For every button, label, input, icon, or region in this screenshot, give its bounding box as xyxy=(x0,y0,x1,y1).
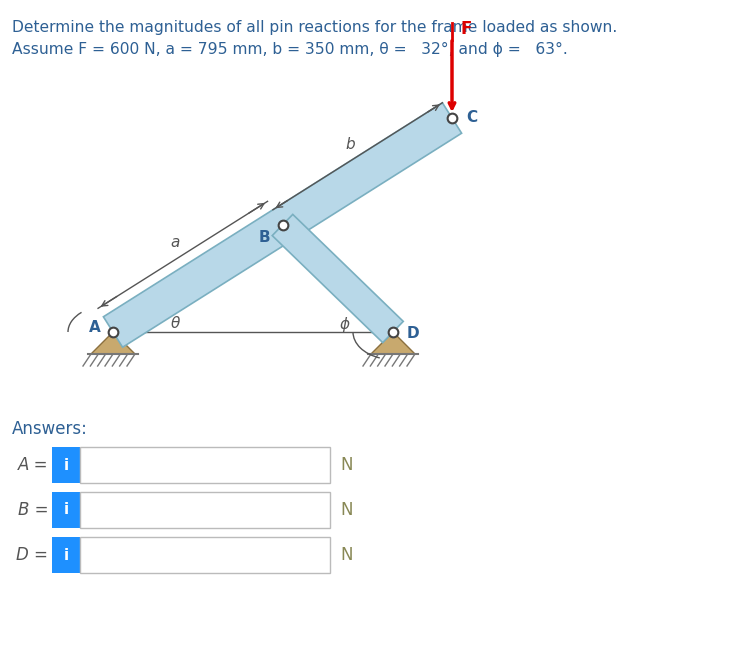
Text: N: N xyxy=(340,501,353,519)
Polygon shape xyxy=(103,103,462,347)
Text: D =: D = xyxy=(16,546,48,564)
Text: θ: θ xyxy=(170,317,180,331)
Text: ϕ: ϕ xyxy=(340,317,350,331)
Text: i: i xyxy=(63,458,69,472)
FancyBboxPatch shape xyxy=(80,492,330,528)
Text: Determine the magnitudes of all pin reactions for the frame loaded as shown.: Determine the magnitudes of all pin reac… xyxy=(12,20,617,35)
Polygon shape xyxy=(91,332,135,354)
Polygon shape xyxy=(272,214,403,343)
Text: Assume F = 600 N, a = 795 mm, b = 350 mm, θ =   32°, and ϕ =   63°.: Assume F = 600 N, a = 795 mm, b = 350 mm… xyxy=(12,42,568,57)
Text: i: i xyxy=(63,548,69,562)
FancyBboxPatch shape xyxy=(80,447,330,483)
Text: F: F xyxy=(460,20,471,38)
FancyBboxPatch shape xyxy=(52,447,80,483)
FancyBboxPatch shape xyxy=(52,492,80,528)
Text: N: N xyxy=(340,546,353,564)
Polygon shape xyxy=(371,332,415,354)
FancyBboxPatch shape xyxy=(52,537,80,573)
FancyBboxPatch shape xyxy=(80,537,330,573)
Text: i: i xyxy=(63,503,69,517)
Text: A: A xyxy=(89,321,101,335)
Text: A =: A = xyxy=(17,456,48,474)
Text: C: C xyxy=(466,110,477,126)
Text: b: b xyxy=(345,137,355,152)
Text: a: a xyxy=(170,235,180,251)
Text: B: B xyxy=(258,230,270,245)
Text: Answers:: Answers: xyxy=(12,420,88,438)
Text: B =: B = xyxy=(17,501,48,519)
Text: D: D xyxy=(407,327,420,341)
Text: N: N xyxy=(340,456,353,474)
